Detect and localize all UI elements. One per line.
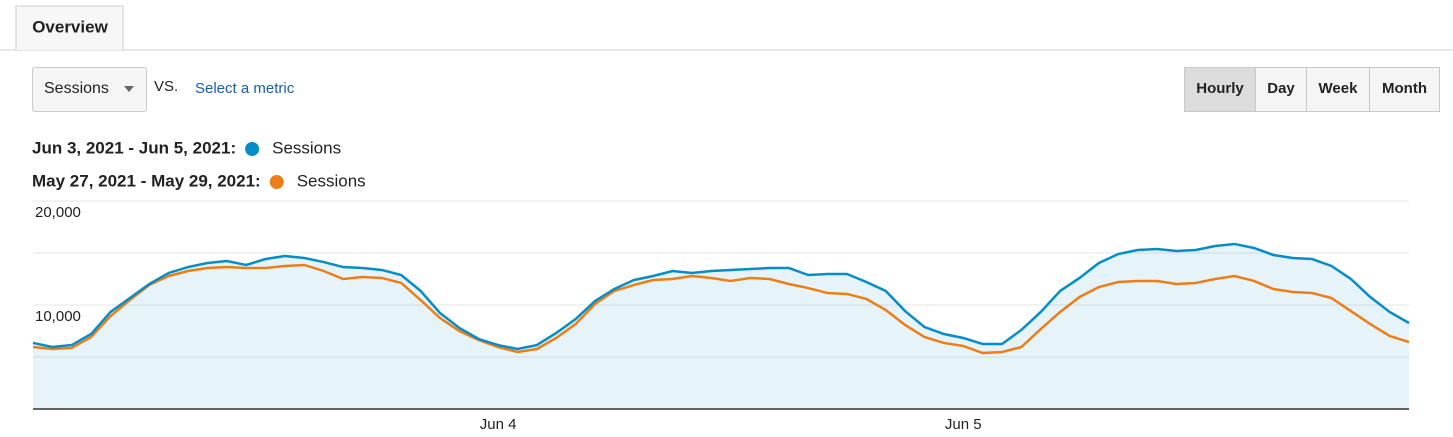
- granularity-group: Hourly Day Week Month: [1184, 67, 1440, 112]
- metric-dropdown[interactable]: [32, 67, 147, 112]
- granularity-button-label[interactable]: Month: [1382, 80, 1427, 97]
- legend-date-range: Jun 3, 2021 - Jun 5, 2021:: [32, 138, 236, 157]
- dropdown-arrow: [124, 86, 134, 92]
- y-tick-label: 20,000: [35, 204, 81, 221]
- select-metric-link[interactable]: Select a metric: [195, 80, 295, 97]
- series-area: [33, 243, 1409, 409]
- metric-dropdown-label[interactable]: Sessions: [44, 80, 109, 97]
- x-tick-label: Jun 5: [945, 416, 982, 433]
- legend-date-range: May 27, 2021 - May 29, 2021:: [32, 171, 261, 190]
- plot: 10,000 20,000 Jun 4 Jun 5: [32, 200, 1410, 433]
- granularity-button[interactable]: [1369, 67, 1440, 112]
- granularity-button[interactable]: [1306, 67, 1370, 112]
- series-line: [32, 263, 1410, 355]
- x-tick-label: Jun 4: [480, 416, 517, 433]
- legend-swatch: [269, 175, 284, 189]
- granularity-button-label[interactable]: Hourly: [1196, 80, 1244, 97]
- legend: Jun 3, 2021 - Jun 5, 2021: Sessions May 27…: [32, 138, 366, 190]
- granularity-button-label[interactable]: Week: [1319, 80, 1359, 97]
- y-tick-label: 10,000: [35, 308, 81, 325]
- granularity-button-label[interactable]: Day: [1267, 80, 1295, 97]
- granularity-button[interactable]: [1255, 67, 1307, 112]
- legend-label: Sessions: [297, 171, 366, 190]
- legend-label: Sessions: [272, 138, 341, 157]
- series-line: [32, 242, 1410, 351]
- tab[interactable]: [15, 5, 124, 50]
- vs-label: VS.: [154, 78, 178, 95]
- tab-label[interactable]: Overview: [32, 17, 108, 36]
- legend-swatch: [245, 142, 260, 156]
